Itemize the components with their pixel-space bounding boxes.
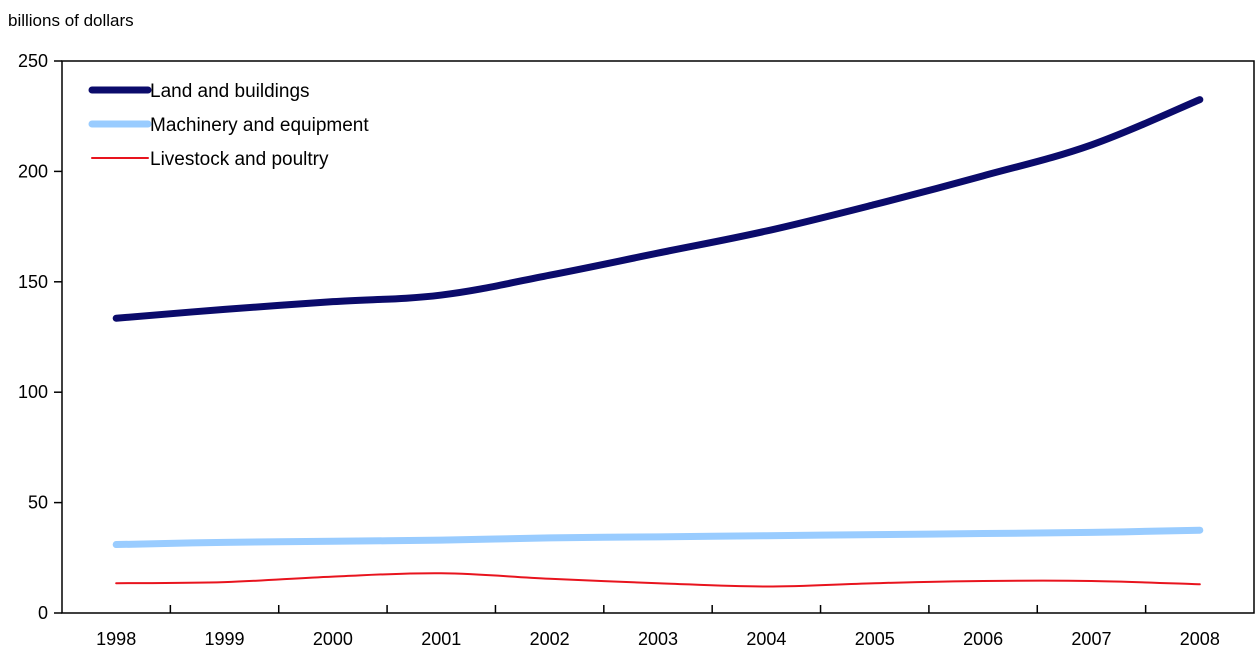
x-tick-label: 2005 [855,629,895,649]
plot-frame [61,60,1255,614]
legend-label-land-and-buildings: Land and buildings [150,81,310,102]
series-line-livestock-and-poultry [115,572,1201,588]
x-tick-label: 2001 [421,629,461,649]
x-tick-label: 2008 [1180,629,1220,649]
series-line-machinery-and-equipment [112,526,1204,549]
x-tick-label: 2004 [746,629,786,649]
x-tick-label: 1999 [205,629,245,649]
x-tick-label: 2002 [530,629,570,649]
legend-label-machinery-and-equipment: Machinery and equipment [150,115,369,136]
x-tick-label: 2003 [638,629,678,649]
x-tick-label: 2007 [1071,629,1111,649]
y-axis-title: billions of dollars [8,11,134,30]
x-tick-label: 2000 [313,629,353,649]
y-tick-label: 150 [18,272,48,292]
y-tick-label: 200 [18,161,48,181]
x-tick-label: 2006 [963,629,1003,649]
y-tick-label: 250 [18,51,48,71]
y-tick-label: 0 [38,603,48,623]
x-tick-label: 1998 [96,629,136,649]
series-line-land-and-buildings [112,96,1204,322]
y-tick-label: 50 [28,493,48,513]
y-tick-label: 100 [18,382,48,402]
legend-label-livestock-and-poultry: Livestock and poultry [150,149,329,170]
